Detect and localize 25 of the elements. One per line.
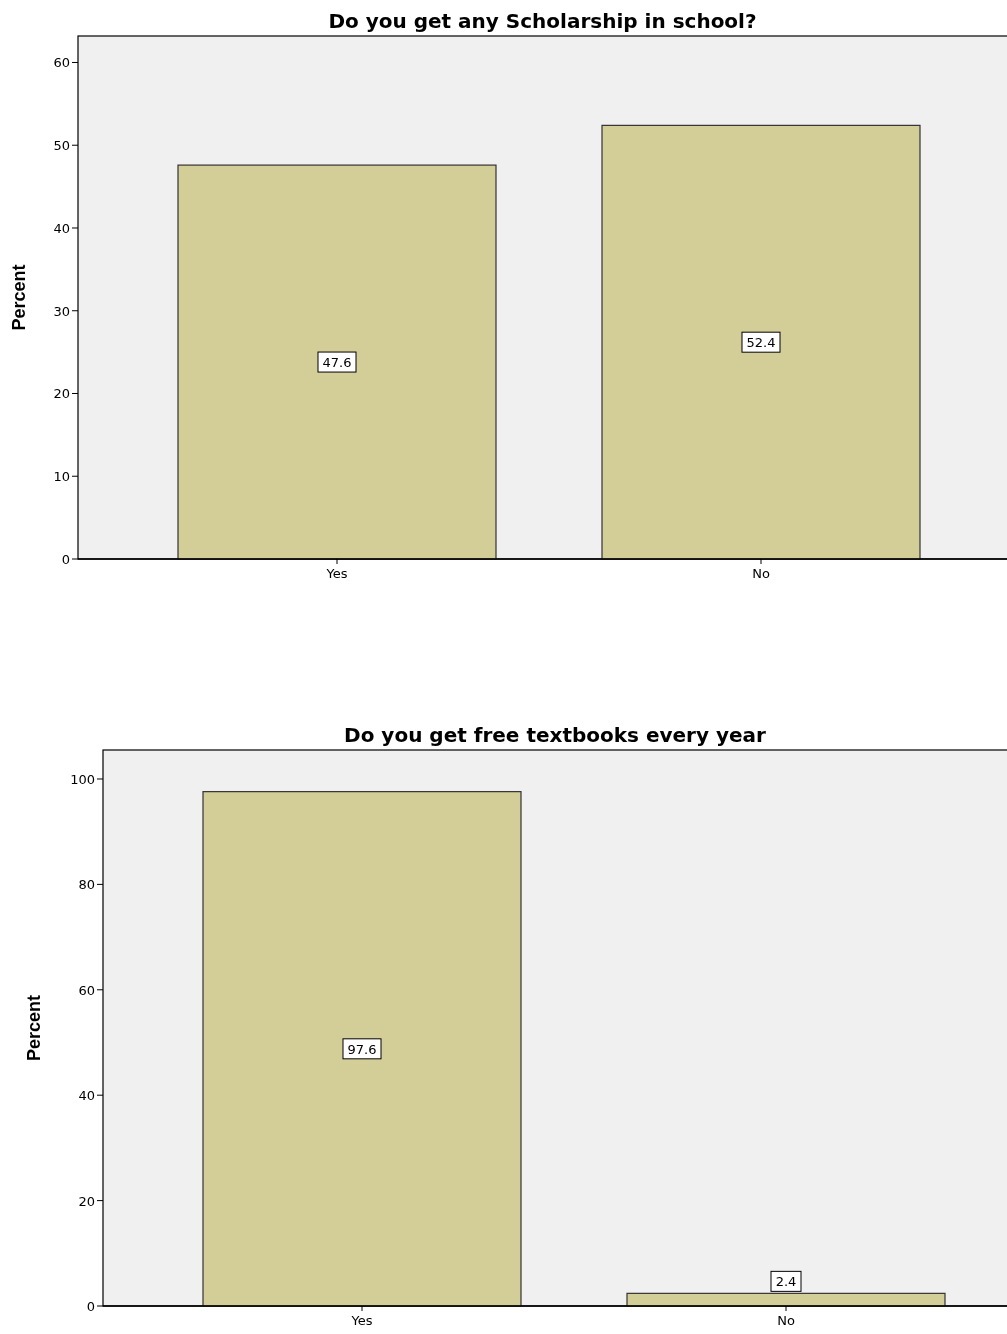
x-tick-label: Yes: [325, 566, 348, 581]
y-axis-title: Percent: [8, 264, 29, 331]
data-label: 97.6: [347, 1041, 377, 1057]
y-tick-label: 40: [78, 1088, 95, 1104]
x-tick-label: No: [777, 1313, 795, 1328]
y-tick-label: 50: [53, 138, 70, 154]
y-tick-label: 80: [78, 877, 95, 893]
y-axis-title: Percent: [23, 994, 44, 1062]
x-tick-label: No: [752, 566, 770, 581]
chart-title: Do you get any Scholarship in school?: [328, 9, 757, 33]
y-tick-label: 60: [53, 55, 70, 71]
y-tick-label: 30: [53, 303, 70, 319]
data-label: 2.4: [775, 1274, 797, 1290]
y-tick-label: 60: [78, 982, 95, 998]
data-label: 52.4: [746, 335, 776, 351]
y-tick-label: 100: [70, 771, 95, 787]
chart-title: Do you get free textbooks every year: [344, 723, 767, 747]
data-label: 47.6: [322, 355, 352, 371]
y-tick-label: 0: [86, 1299, 95, 1314]
y-tick-label: 0: [61, 552, 70, 567]
y-tick-label: 10: [53, 469, 70, 485]
x-tick-label: Yes: [350, 1313, 373, 1328]
y-tick-label: 20: [53, 386, 70, 402]
y-tick-label: 40: [53, 220, 70, 236]
y-tick-label: 20: [78, 1193, 95, 1209]
